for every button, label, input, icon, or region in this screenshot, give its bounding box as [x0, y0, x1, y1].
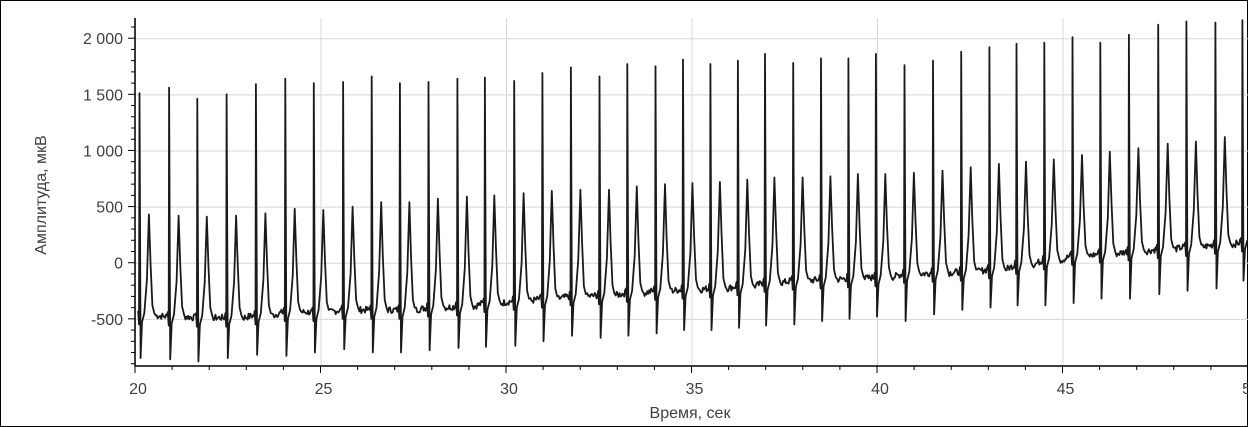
x-tick-label: 30 — [500, 381, 518, 398]
x-tick-label: 25 — [315, 381, 333, 398]
x-axis-label: Время, сек — [650, 405, 732, 422]
y-tick-label: 2 000 — [83, 31, 123, 48]
tick-labels: 20 25 30 35 40 45 50 -500 0 500 1 000 1 500 2 000 — [83, 31, 1248, 398]
x-tick-label: 50 — [1242, 381, 1248, 398]
y-tick-label: 1 500 — [83, 87, 123, 104]
ecg-series-line — [137, 19, 1248, 363]
y-tick-label: 1 000 — [83, 143, 123, 160]
y-axis-label: Амплитуда, мкВ — [33, 135, 50, 254]
x-tick-label: 20 — [129, 381, 147, 398]
x-tick-label: 40 — [871, 381, 889, 398]
y-tick-label: 500 — [96, 200, 123, 217]
y-tick-label: 0 — [114, 256, 123, 273]
x-tick-label: 35 — [686, 381, 704, 398]
tick-marks — [128, 26, 1248, 373]
y-tick-label: -500 — [91, 312, 123, 329]
x-tick-label: 45 — [1057, 381, 1075, 398]
series-layer — [137, 19, 1248, 363]
